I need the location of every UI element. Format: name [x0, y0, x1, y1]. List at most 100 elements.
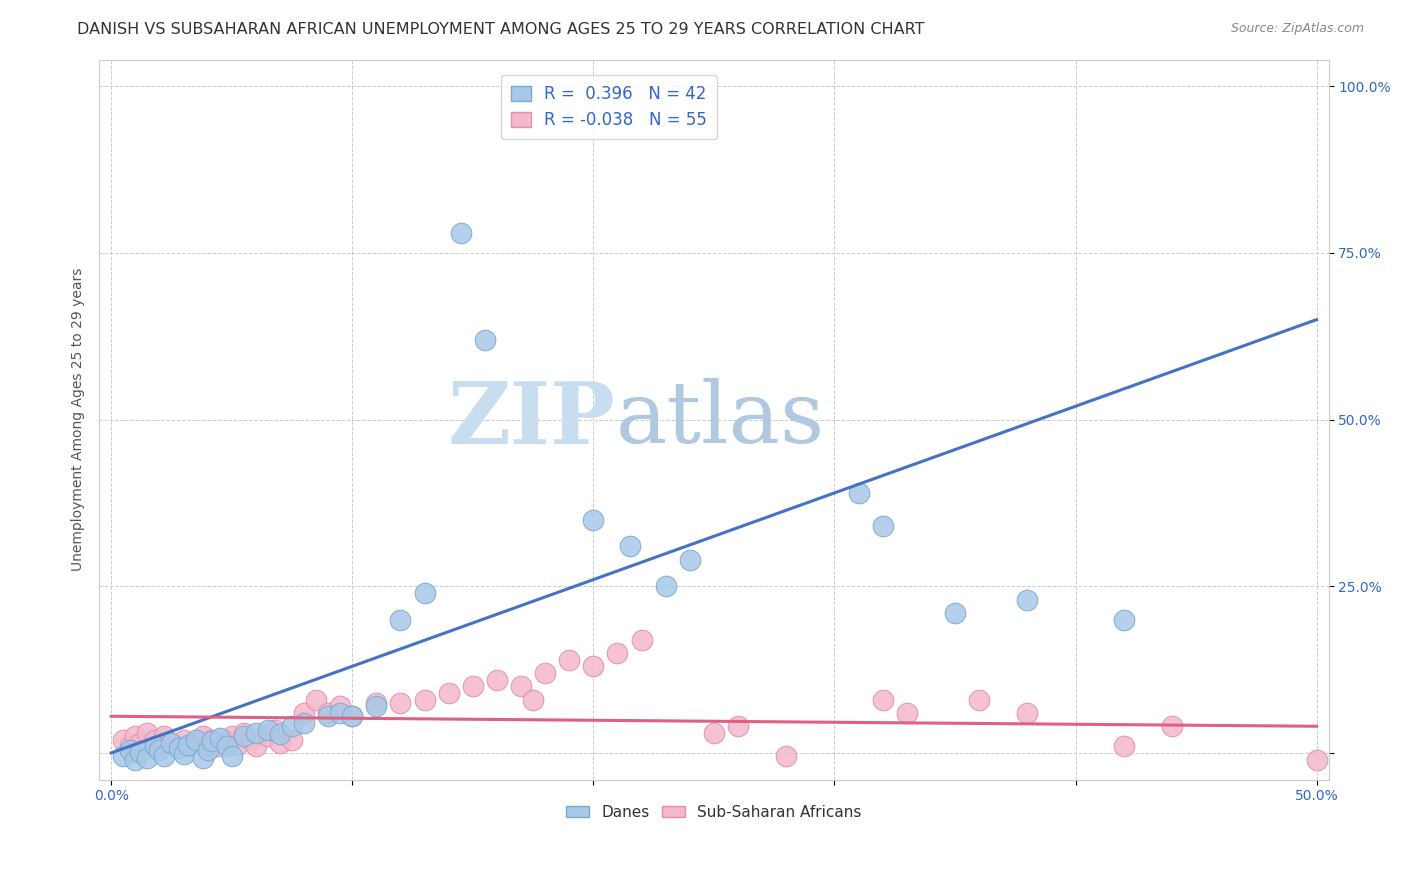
Point	[124, 753, 146, 767]
Point	[184, 732, 207, 747]
Point	[389, 696, 412, 710]
Point	[160, 736, 183, 750]
Point	[329, 706, 352, 720]
Point	[329, 699, 352, 714]
Point	[534, 665, 557, 680]
Point	[437, 686, 460, 700]
Point	[153, 749, 176, 764]
Point	[316, 709, 339, 723]
Point	[654, 579, 676, 593]
Point	[208, 731, 231, 746]
Point	[245, 726, 267, 740]
Point	[197, 738, 219, 752]
Point	[240, 732, 263, 747]
Point	[153, 729, 176, 743]
Point	[413, 692, 436, 706]
Point	[679, 552, 702, 566]
Point	[112, 732, 135, 747]
Point	[703, 726, 725, 740]
Point	[461, 679, 484, 693]
Point	[143, 739, 166, 754]
Point	[269, 727, 291, 741]
Point	[1161, 719, 1184, 733]
Point	[582, 659, 605, 673]
Point	[221, 729, 243, 743]
Point	[450, 226, 472, 240]
Point	[582, 513, 605, 527]
Point	[558, 652, 581, 666]
Point	[136, 751, 159, 765]
Point	[191, 751, 214, 765]
Point	[606, 646, 628, 660]
Point	[848, 486, 870, 500]
Point	[173, 747, 195, 762]
Point	[215, 734, 238, 748]
Point	[316, 706, 339, 720]
Point	[366, 699, 388, 714]
Point	[269, 736, 291, 750]
Point	[264, 723, 287, 737]
Point	[896, 706, 918, 720]
Text: DANISH VS SUBSAHARAN AFRICAN UNEMPLOYMENT AMONG AGES 25 TO 29 YEARS CORRELATION : DANISH VS SUBSAHARAN AFRICAN UNEMPLOYMEN…	[77, 22, 925, 37]
Text: Source: ZipAtlas.com: Source: ZipAtlas.com	[1230, 22, 1364, 36]
Point	[245, 739, 267, 754]
Point	[167, 740, 190, 755]
Point	[389, 613, 412, 627]
Point	[160, 736, 183, 750]
Point	[177, 738, 200, 752]
Point	[167, 740, 190, 755]
Point	[510, 679, 533, 693]
Point	[342, 709, 364, 723]
Point	[872, 519, 894, 533]
Point	[112, 749, 135, 764]
Point	[943, 606, 966, 620]
Point	[257, 723, 280, 737]
Point	[191, 729, 214, 743]
Point	[197, 742, 219, 756]
Point	[619, 539, 641, 553]
Point	[184, 736, 207, 750]
Point	[292, 706, 315, 720]
Point	[208, 739, 231, 754]
Text: ZIP: ZIP	[447, 377, 616, 461]
Point	[281, 719, 304, 733]
Legend: Danes, Sub-Saharan Africans: Danes, Sub-Saharan Africans	[560, 798, 868, 826]
Point	[177, 739, 200, 754]
Point	[148, 742, 170, 756]
Point	[120, 739, 142, 754]
Point	[366, 696, 388, 710]
Point	[1305, 753, 1327, 767]
Point	[215, 739, 238, 754]
Point	[485, 673, 508, 687]
Point	[281, 732, 304, 747]
Point	[232, 726, 254, 740]
Point	[129, 736, 152, 750]
Point	[413, 586, 436, 600]
Text: atlas: atlas	[616, 378, 825, 461]
Point	[1017, 706, 1039, 720]
Point	[129, 745, 152, 759]
Point	[630, 632, 652, 647]
Point	[522, 692, 544, 706]
Point	[727, 719, 749, 733]
Point	[1112, 613, 1135, 627]
Point	[1017, 592, 1039, 607]
Point	[292, 715, 315, 730]
Point	[232, 729, 254, 743]
Point	[474, 333, 496, 347]
Point	[257, 729, 280, 743]
Point	[342, 709, 364, 723]
Point	[120, 742, 142, 756]
Point	[136, 726, 159, 740]
Point	[143, 732, 166, 747]
Point	[148, 739, 170, 754]
Point	[201, 734, 224, 748]
Point	[124, 729, 146, 743]
Point	[221, 749, 243, 764]
Point	[775, 749, 797, 764]
Point	[305, 692, 328, 706]
Point	[173, 732, 195, 747]
Point	[225, 738, 247, 752]
Point	[872, 692, 894, 706]
Point	[967, 692, 990, 706]
